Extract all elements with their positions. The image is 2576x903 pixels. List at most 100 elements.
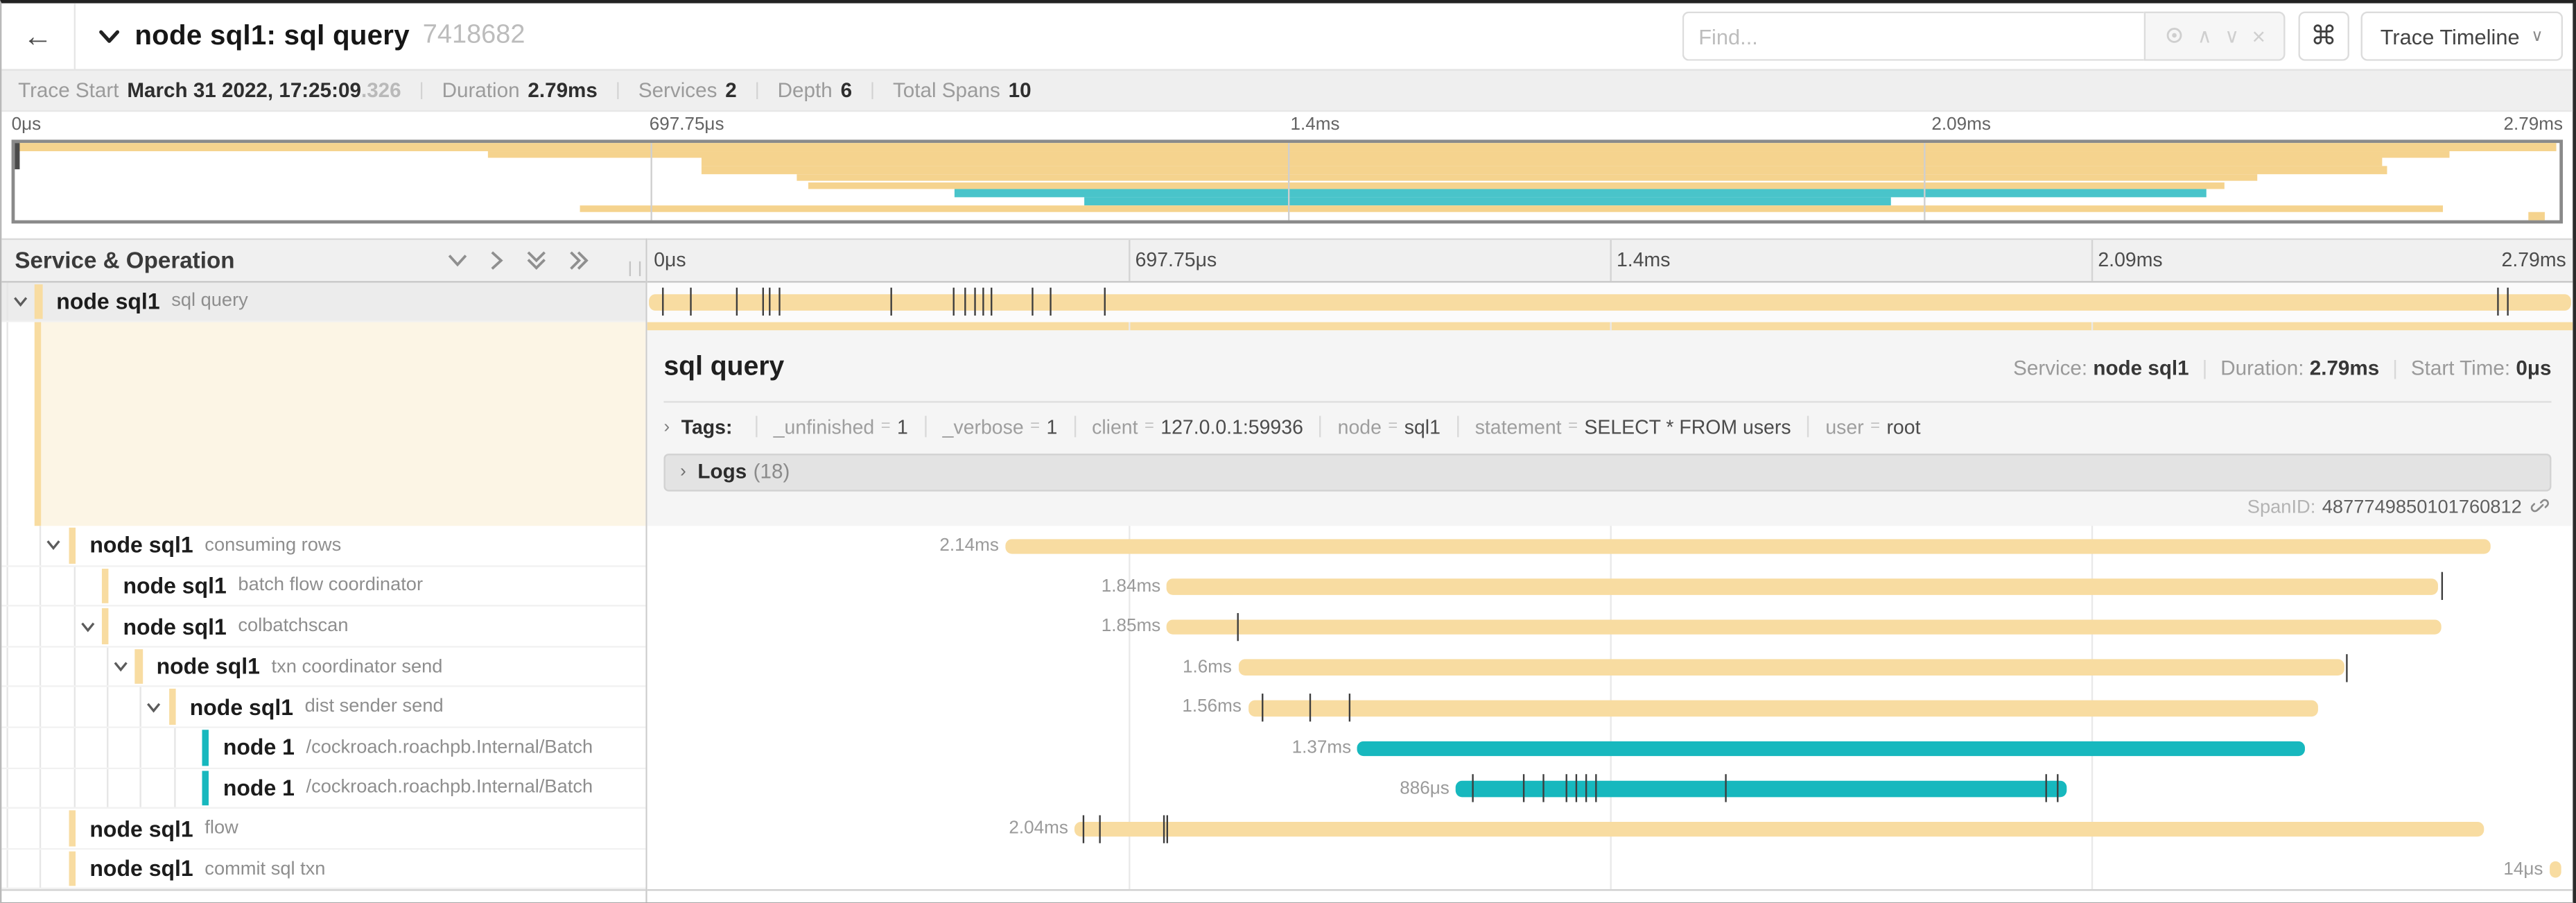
detail-divider xyxy=(663,400,2552,402)
span-log-tick xyxy=(2056,775,2059,803)
tags-row[interactable]: › Tags: _unfinished = 1 _verbose = 1 client = 12… xyxy=(663,415,2551,438)
span-tree-row[interactable]: node sql1 commit sql txn xyxy=(1,849,646,891)
trace-meta-item: Services 2 xyxy=(598,79,737,102)
tree-indent-guide xyxy=(40,647,42,687)
logs-row[interactable]: › Logs (18) xyxy=(663,453,2552,491)
timeline-span-row[interactable] xyxy=(647,282,2573,322)
timeline-tick-label: 2.79ms xyxy=(2501,248,2566,272)
timeline-span-row[interactable]: 14μs xyxy=(647,850,2573,890)
span-tree-row[interactable]: node sql1 batch flow coordinator xyxy=(1,566,646,608)
duration-value: 2.79ms xyxy=(2309,356,2380,379)
back-button[interactable]: ← xyxy=(1,3,76,69)
timeline-span-row[interactable]: 1.6ms xyxy=(647,647,2573,687)
timeline-span-row[interactable]: 1.85ms xyxy=(647,607,2573,647)
logs-label: Logs xyxy=(697,460,747,483)
tag-equals: = xyxy=(880,418,891,436)
expand-one-icon[interactable] xyxy=(489,250,504,271)
span-bar[interactable] xyxy=(1074,821,2484,838)
clear-search-icon[interactable]: × xyxy=(2252,23,2265,50)
collapse-span-chevron-icon[interactable] xyxy=(146,701,161,713)
span-detail-header: sql query Service: node sql1 | Duration: 2… xyxy=(647,329,2573,382)
span-tree-row[interactable]: node 1/cockroach.roachpb.Internal/Batch xyxy=(1,768,646,809)
minimap-span-row xyxy=(15,150,2559,159)
span-bar[interactable] xyxy=(1167,578,2438,595)
span-color-stripe xyxy=(168,689,176,725)
span-tree-row[interactable]: node sql1 sql query xyxy=(1,282,646,322)
span-service-name: node sql1 xyxy=(123,574,227,599)
tree-indent-guide xyxy=(106,728,109,767)
tree-indent-guide xyxy=(6,687,8,727)
span-bar[interactable] xyxy=(1005,538,2490,555)
next-match-icon[interactable]: ∨ xyxy=(2225,24,2240,48)
timeline-span-row[interactable]: 2.04ms xyxy=(647,809,2573,850)
span-bar[interactable] xyxy=(1456,781,2066,797)
find-input[interactable] xyxy=(1682,11,2144,61)
span-color-stripe xyxy=(101,608,110,644)
span-bar[interactable] xyxy=(1357,741,2306,757)
meta-label: Services xyxy=(638,78,717,102)
tree-indent-guide xyxy=(6,607,8,646)
trace-view-selector[interactable]: Trace Timeline ∨ xyxy=(2360,11,2564,61)
span-tree-row[interactable]: node sql1 colbatchscan xyxy=(1,607,646,648)
span-tree-row[interactable]: node sql1 dist sender send xyxy=(1,687,646,729)
timeline-span-row[interactable]: 1.84ms xyxy=(647,567,2573,607)
collapse-span-chevron-icon[interactable] xyxy=(113,661,128,673)
span-detail-title: sql query xyxy=(663,351,785,381)
span-tree: node sql1 sql query node sql1 consuming row… xyxy=(1,282,646,892)
column-resizer-grip[interactable] xyxy=(629,260,641,275)
timeline-span-row[interactable]: 1.56ms xyxy=(647,688,2573,728)
expand-all-icon[interactable] xyxy=(568,250,590,271)
collapse-one-icon[interactable] xyxy=(447,252,469,267)
span-operation-name: flow xyxy=(204,818,238,839)
span-tree-row[interactable]: node sql1 consuming rows xyxy=(1,526,646,567)
span-log-tick xyxy=(1594,775,1596,803)
collapse-span-chevron-icon[interactable] xyxy=(80,621,94,633)
span-log-tick xyxy=(1585,775,1587,803)
span-log-tick xyxy=(1471,775,1473,803)
span-color-stripe xyxy=(68,810,76,847)
tree-indent-guide xyxy=(6,566,8,605)
span-log-tick xyxy=(982,288,984,316)
span-tree-row[interactable]: node 1/cockroach.roachpb.Internal/Batch xyxy=(1,728,646,769)
tag-key: _unfinished xyxy=(773,415,875,438)
span-bar[interactable] xyxy=(1238,660,2344,676)
span-bar[interactable] xyxy=(1248,700,2319,716)
tag-value: SELECT * FROM users xyxy=(1584,415,1791,438)
span-bar[interactable] xyxy=(1167,619,2442,635)
span-tree-row[interactable]: node sql1 txn coordinator send xyxy=(1,647,646,688)
tree-indent-guide xyxy=(40,809,42,848)
tree-indent-guide xyxy=(6,526,8,565)
timeline-span-row[interactable]: 886μs xyxy=(647,768,2573,809)
timeline-minimap[interactable] xyxy=(11,139,2564,224)
minimap-span-bar xyxy=(580,205,2443,213)
collapse-span-chevron-icon[interactable] xyxy=(13,295,28,307)
collapse-all-icon[interactable] xyxy=(525,250,547,271)
span-bar[interactable] xyxy=(2549,861,2561,878)
collapse-span-chevron-icon[interactable] xyxy=(46,540,61,551)
timeline-span-row[interactable]: 1.37ms xyxy=(647,728,2573,768)
minimap-scrubber-handle[interactable] xyxy=(15,143,20,170)
locate-icon[interactable] xyxy=(2164,24,2185,49)
tree-indent-guide xyxy=(6,728,8,767)
trace-meta-item: Trace Start March 31 2022, 17:25:09.326 xyxy=(18,79,401,102)
timeline-column-header: 0μs 697.75μs 1.4ms 2.09ms 2.79ms xyxy=(647,238,2573,282)
meta-label: Depth xyxy=(777,78,833,102)
timeline-span-row[interactable]: 2.14ms xyxy=(647,526,2573,567)
keyboard-shortcuts-button[interactable]: ⌘ xyxy=(2298,11,2349,61)
span-log-tick xyxy=(990,288,992,316)
span-service-name: node sql1 xyxy=(89,816,193,841)
span-log-tick xyxy=(763,288,765,316)
span-log-tick xyxy=(768,288,771,316)
minimap-span-row xyxy=(15,166,2559,174)
trace-meta-item: Depth 6 xyxy=(737,79,852,102)
span-bar[interactable] xyxy=(649,294,2571,310)
meta-value: March 31 2022, 17:25:09 xyxy=(127,78,361,102)
prev-match-icon[interactable]: ∧ xyxy=(2197,24,2212,48)
tree-indent-guide xyxy=(40,607,42,646)
span-tree-row[interactable]: node sql1 flow xyxy=(1,809,646,850)
timeline-tick-label: 0μs xyxy=(654,248,686,272)
collapse-trace-chevron-icon[interactable] xyxy=(98,28,120,43)
minimap-span-bar xyxy=(702,166,2387,174)
link-icon[interactable] xyxy=(2530,498,2550,517)
tag-item: user = root xyxy=(1791,415,1920,438)
